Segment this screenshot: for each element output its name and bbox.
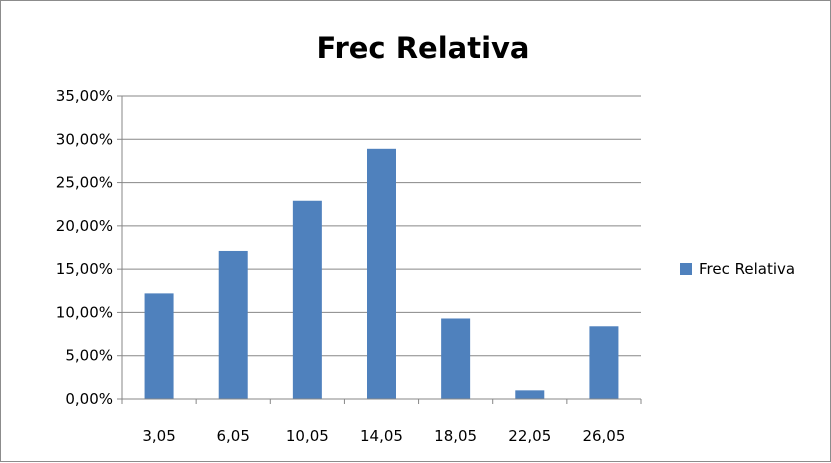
- x-tick-label: 26,05: [582, 427, 625, 445]
- legend: Frec Relativa: [680, 260, 795, 278]
- y-tick-label: 35,00%: [56, 87, 113, 105]
- y-tick-label: 25,00%: [56, 174, 113, 192]
- legend-label: Frec Relativa: [699, 260, 795, 278]
- bar: [218, 250, 248, 399]
- bar: [292, 200, 322, 399]
- bars: [144, 148, 619, 399]
- axes: [121, 96, 641, 400]
- y-tick-label: 5,00%: [65, 347, 113, 365]
- x-tick-label: 6,05: [217, 427, 250, 445]
- x-axis-ticks: 3,05 6,05 10,05 14,05 18,05 22,05 26,05: [121, 399, 642, 445]
- x-tick-label: 18,05: [434, 427, 477, 445]
- x-tick-label: 10,05: [286, 427, 329, 445]
- bar: [367, 148, 396, 399]
- y-tick-label: 20,00%: [56, 217, 113, 235]
- chart-title: Frec Relativa: [317, 31, 530, 65]
- y-axis-ticks: 0,00% 5,00% 10,00% 15,00% 20,00% 25,00% 30,00%…: [56, 87, 122, 408]
- y-tick-label: 10,00%: [56, 303, 113, 321]
- y-tick-label: 30,00%: [56, 130, 113, 148]
- bar: [144, 293, 174, 399]
- y-tick-label: 0,00%: [65, 390, 113, 408]
- y-tick-label: 15,00%: [56, 260, 113, 278]
- x-tick-label: 3,05: [142, 427, 175, 445]
- legend-swatch: [680, 263, 692, 275]
- x-tick-label: 22,05: [508, 427, 551, 445]
- bar: [441, 318, 471, 399]
- x-tick-label: 14,05: [360, 427, 403, 445]
- bar: [589, 326, 619, 399]
- bar: [515, 390, 545, 399]
